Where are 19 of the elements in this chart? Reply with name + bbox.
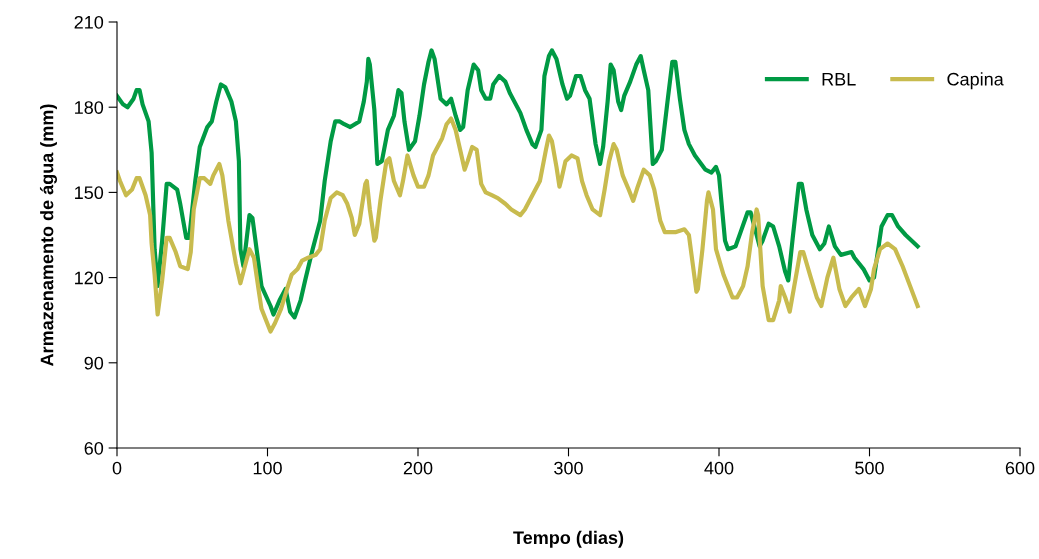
line-series (117, 48, 920, 320)
x-tick-label: 600 (1005, 461, 1035, 475)
x-tick-label: 100 (253, 461, 282, 475)
legend-label: Capina (947, 72, 1004, 90)
y-tick-label: 210 (74, 15, 104, 29)
y-tick-label: 180 (75, 101, 104, 114)
y-tick-label: 120 (75, 271, 104, 285)
y-tick-label: 150 (75, 186, 104, 200)
x-tick-label: 400 (704, 461, 734, 475)
x-tick-label: 200 (403, 461, 433, 475)
x-tick-label: 500 (855, 461, 884, 475)
line-series (117, 116, 920, 334)
x-axis-title: Tempo (dias) (513, 530, 624, 548)
x-tick-label: 300 (554, 461, 583, 475)
legend-label: RBL (822, 72, 856, 86)
x-tick-label: 0 (112, 461, 122, 475)
y-tick-label: 60 (84, 441, 104, 455)
y-tick-label: 90 (84, 356, 104, 370)
y-axis-title: Armazenamento de água (mm) (39, 104, 58, 366)
